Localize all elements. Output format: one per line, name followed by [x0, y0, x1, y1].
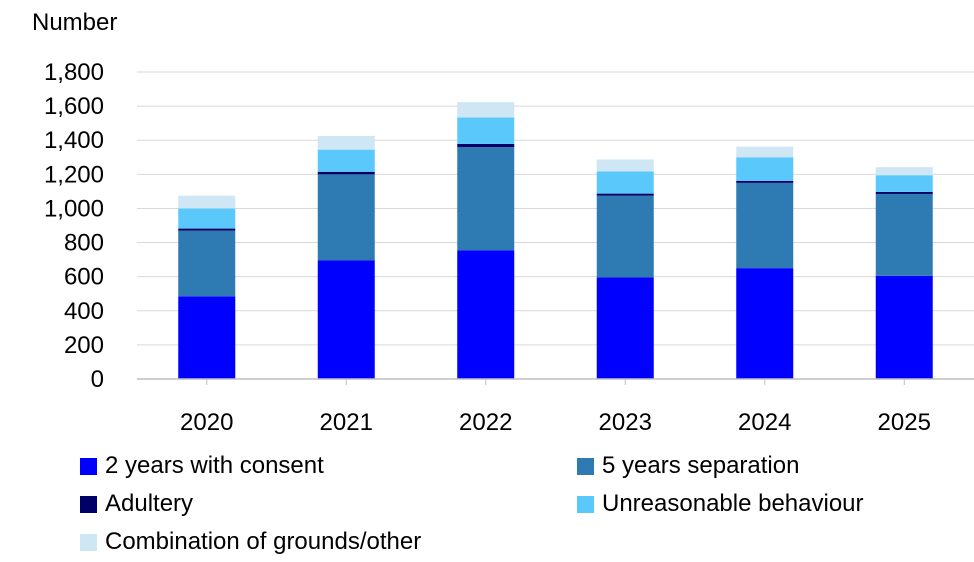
y-tick-label: 1,400	[44, 127, 104, 154]
bar-segment-2024-s2	[736, 180, 794, 183]
legend-label: 2 years with consent	[105, 452, 324, 479]
x-tick-label: 2023	[599, 409, 652, 436]
legend-item: Adultery	[80, 490, 193, 518]
legend-item: Combination of grounds/other	[80, 528, 421, 556]
bar-segment-2021-s0	[317, 260, 375, 379]
y-tick-label: 600	[64, 264, 104, 291]
bar-segment-2023-s1	[596, 195, 654, 278]
bar-segment-2025-s0	[875, 275, 933, 379]
bar-segment-2022-s4	[457, 102, 515, 118]
legend-swatch	[80, 533, 97, 551]
legend-item: Unreasonable behaviour	[577, 490, 864, 518]
y-tick-label: 1,200	[44, 161, 104, 188]
y-tick-label: 400	[64, 298, 104, 325]
legend-label: Combination of grounds/other	[105, 528, 422, 555]
x-axis-ticks: 2020 2021 2022 2023 2024 2025	[180, 409, 931, 436]
bar-segment-2024-s0	[736, 268, 794, 379]
bar-segment-2020-s1	[178, 230, 236, 297]
y-axis-label: Number	[32, 9, 117, 36]
legend-swatch	[80, 495, 97, 513]
bar-segment-2023-s2	[596, 193, 654, 196]
x-tick-label: 2021	[320, 409, 373, 436]
legend-label: Unreasonable behaviour	[602, 490, 864, 517]
bar-segment-2022-s3	[457, 117, 515, 144]
x-tick-label: 2020	[180, 409, 233, 436]
bar-segment-2021-s2	[317, 171, 375, 175]
bar-segment-2022-s1	[457, 147, 515, 251]
bar-segment-2020-s2	[178, 228, 236, 231]
bar-segment-2023-s4	[596, 159, 654, 172]
bar-segment-2021-s3	[317, 149, 375, 172]
legend-swatch	[80, 457, 97, 475]
y-tick-label: 1,600	[44, 93, 104, 120]
legend-swatch	[577, 495, 594, 513]
legend-label: Adultery	[105, 490, 194, 517]
y-tick-label: 200	[64, 332, 104, 359]
x-axis	[137, 378, 974, 385]
y-tick-label: 0	[91, 366, 104, 393]
x-tick-label: 2025	[878, 409, 931, 436]
bars	[178, 102, 933, 379]
x-tick-label: 2024	[738, 409, 791, 436]
bar-segment-2025-s1	[875, 193, 933, 276]
legend-swatch	[577, 457, 594, 475]
bar-segment-2025-s3	[875, 175, 933, 192]
bar-segment-2024-s3	[736, 157, 794, 181]
y-tick-label: 1,800	[44, 59, 104, 86]
bar-segment-2024-s1	[736, 182, 794, 269]
bar-segment-2023-s0	[596, 277, 654, 379]
bar-segment-2025-s2	[875, 191, 933, 194]
bar-segment-2020-s3	[178, 208, 236, 229]
y-tick-label: 800	[64, 230, 104, 257]
gridlines	[137, 71, 974, 346]
bar-segment-2022-s0	[457, 250, 515, 379]
bar-segment-2020-s4	[178, 195, 236, 209]
legend-label: 5 years separation	[602, 452, 800, 479]
bar-segment-2022-s2	[457, 143, 515, 148]
bar-segment-2021-s1	[317, 174, 375, 261]
bar-segment-2024-s4	[736, 146, 794, 158]
y-axis-ticks: 0 200 400 600 800 1,000 1,200 1,400 1,600 1,800	[44, 59, 104, 393]
bar-segment-2025-s4	[875, 167, 933, 176]
stacked-bar-chart: Number 0 200 400 600 800 1,000 1,200 1,400 1,600…	[32, 9, 974, 436]
bar-segment-2021-s4	[317, 135, 375, 150]
y-tick-label: 1,000	[44, 195, 104, 222]
x-tick-label: 2022	[459, 409, 512, 436]
legend-item: 5 years separation	[577, 452, 799, 480]
bar-segment-2020-s0	[178, 296, 236, 379]
legend-item: 2 years with consent	[80, 452, 324, 480]
bar-segment-2023-s3	[596, 171, 654, 194]
